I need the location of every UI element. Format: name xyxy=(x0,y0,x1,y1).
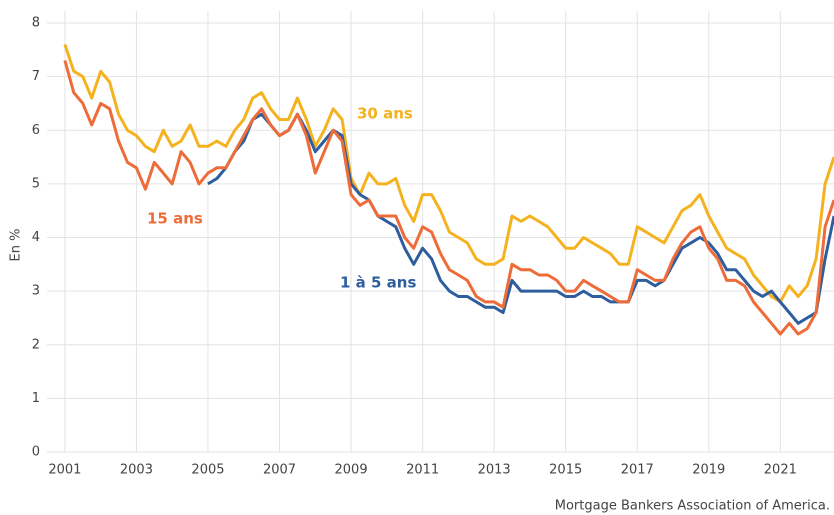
source: Mortgage Bankers Association of America. xyxy=(555,499,830,514)
series-line xyxy=(63,44,834,304)
series-line xyxy=(63,60,834,336)
y-tick-label: 8 xyxy=(32,16,40,31)
x-tick-label: 2003 xyxy=(120,463,153,478)
x-tick-label: 2021 xyxy=(764,463,797,478)
y-tick-label: 4 xyxy=(32,230,40,245)
y-tick-label: 2 xyxy=(32,337,40,352)
x-tick-label: 2015 xyxy=(549,463,582,478)
series-label: 1 à 5 ans xyxy=(340,274,416,292)
x-tick-label: 2007 xyxy=(263,463,296,478)
x-tick-label: 2019 xyxy=(692,463,725,478)
y-tick-label: 5 xyxy=(32,176,40,191)
y-tick-label: 6 xyxy=(32,123,40,138)
x-tick-label: 2005 xyxy=(191,463,224,478)
x-tick-label: 2013 xyxy=(478,463,511,478)
y-axis-title: En % xyxy=(9,229,24,262)
x-tick-label: 2009 xyxy=(335,463,368,478)
series-line xyxy=(207,112,834,325)
y-tick-label: 7 xyxy=(32,69,40,84)
series-label: 15 ans xyxy=(147,210,203,228)
y-tick-label: 3 xyxy=(32,284,40,299)
x-tick-label: 2017 xyxy=(621,463,654,478)
y-tick-label: 1 xyxy=(32,391,40,406)
x-tick-label: 2011 xyxy=(406,463,439,478)
y-tick-label: 0 xyxy=(32,445,40,460)
series-label: 30 ans xyxy=(357,105,413,123)
x-tick-label: 2001 xyxy=(48,463,81,478)
